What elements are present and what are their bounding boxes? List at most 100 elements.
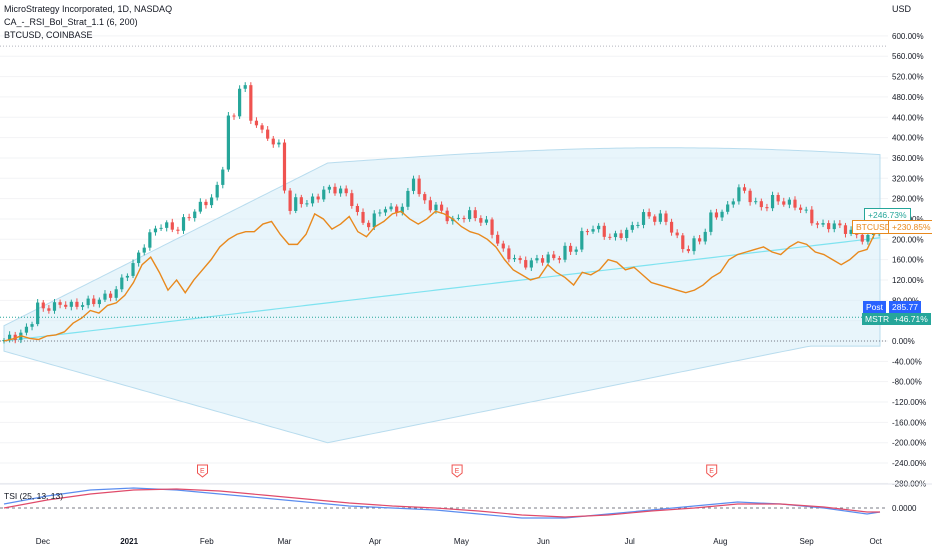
x-tick-label: Dec [36, 537, 50, 546]
candle-body [597, 225, 601, 230]
y-tick-label: 0.00% [892, 337, 915, 346]
candle-body [754, 201, 758, 203]
candle-body [80, 305, 85, 307]
y-tick-label: 320.00% [892, 174, 924, 183]
candle-body [866, 235, 870, 242]
candle-body [226, 115, 230, 170]
candle-body [686, 249, 691, 252]
candle-body [731, 201, 735, 205]
mstr-symbol-tag: MSTR [862, 313, 893, 325]
tsi-signal-line [3, 488, 880, 518]
y-tick-label: 160.00% [892, 256, 924, 265]
x-tick-label: Jul [625, 537, 635, 546]
candle-body [24, 326, 29, 333]
candle-body [748, 190, 752, 203]
y-tick-label: -120.00% [892, 398, 926, 407]
candle-body [681, 235, 685, 250]
y-tick-label: 560.00% [892, 52, 924, 61]
tsi-legend[interactable]: TSI (25, 13, 13) [4, 491, 64, 501]
candle-body [333, 186, 337, 194]
moving-average-line [3, 237, 881, 342]
candle-body [243, 85, 247, 89]
chart-title[interactable]: MicroStrategy Incorporated, 1D, NASDAQ [4, 4, 173, 14]
candle-body [58, 302, 62, 305]
candle-body [625, 229, 629, 239]
candle-body [249, 85, 253, 121]
candle-body [299, 197, 303, 205]
candle-body [159, 227, 163, 229]
candle-body [473, 210, 477, 219]
candle-body [468, 210, 472, 220]
post-label-tag: Post [863, 301, 887, 313]
candle-body [529, 260, 533, 268]
candle-body [636, 224, 640, 226]
candle-body [827, 223, 831, 230]
candle-body [142, 247, 146, 253]
btc-comparison-line [3, 210, 881, 342]
indicator-legend[interactable]: CA_-_RSI_Bol_Strat_1.1 (6, 200) [4, 17, 138, 27]
y-tick-label: 280.00% [892, 195, 924, 204]
earnings-marker[interactable] [706, 464, 718, 478]
y-tick-label: 80.00% [892, 296, 919, 305]
time-axis[interactable]: Dec 2021 Feb Mar Apr May Jun Jul Aug Sep Oct [36, 537, 883, 546]
candle-body [322, 189, 326, 200]
candle-body [793, 199, 797, 208]
x-tick-label: Mar [278, 537, 292, 546]
candle-body [92, 298, 96, 305]
y-tick-label: 360.00% [892, 154, 924, 163]
mstr-candles [2, 82, 881, 344]
candle-body [69, 301, 73, 307]
candle-body [198, 201, 202, 212]
candle-body [103, 293, 107, 300]
earnings-marker[interactable] [197, 464, 209, 478]
candle-body [490, 219, 494, 235]
compare-legend[interactable]: BTCUSD, COINBASE [4, 30, 93, 40]
earnings-marker[interactable] [451, 464, 463, 478]
y-tick-label: -240.00% [892, 459, 926, 468]
candle-body [849, 229, 853, 234]
candle-body [215, 184, 219, 198]
candle-body [383, 209, 388, 213]
candle-body [204, 201, 208, 206]
candle-body [462, 217, 466, 220]
candle-body [108, 293, 113, 298]
candle-body [114, 289, 118, 298]
candle-body [613, 233, 618, 238]
candle-body [355, 205, 360, 212]
tsi-zero-label: 0.0000 [892, 504, 917, 513]
candle-body [479, 218, 483, 223]
candle-body [568, 245, 573, 252]
candle-body [187, 217, 191, 219]
candle-body [552, 254, 556, 259]
y-tick-label: -80.00% [892, 378, 922, 387]
candle-body [759, 201, 763, 208]
candle-body [36, 302, 40, 325]
candle-body [181, 217, 186, 231]
candle-body [428, 200, 432, 211]
candle-body [664, 213, 668, 222]
candle-body [804, 209, 808, 211]
y-tick-label: -40.00% [892, 357, 922, 366]
candle-body [591, 229, 595, 232]
x-tick-label: May [454, 537, 469, 546]
candle-body [266, 129, 270, 139]
candle-body [439, 204, 444, 211]
price-axis[interactable]: 600.00% 560.00% 520.00% 480.00% 440.00% 400.0… [892, 32, 926, 488]
candle-body [546, 254, 550, 263]
candle-body [815, 223, 820, 225]
candle-body [277, 142, 281, 145]
candle-body [647, 212, 651, 217]
candle-body [86, 298, 90, 306]
candle-body [41, 302, 45, 309]
btc-symbol-tag: BTCUSD [852, 220, 895, 234]
candle-body [540, 258, 545, 263]
candle-body [698, 238, 702, 242]
candle-body [120, 277, 124, 290]
candle-body [608, 236, 612, 238]
y-tick-label: 440.00% [892, 113, 924, 122]
candle-body [97, 299, 101, 305]
candle-body [703, 231, 707, 242]
candle-body [417, 178, 421, 195]
